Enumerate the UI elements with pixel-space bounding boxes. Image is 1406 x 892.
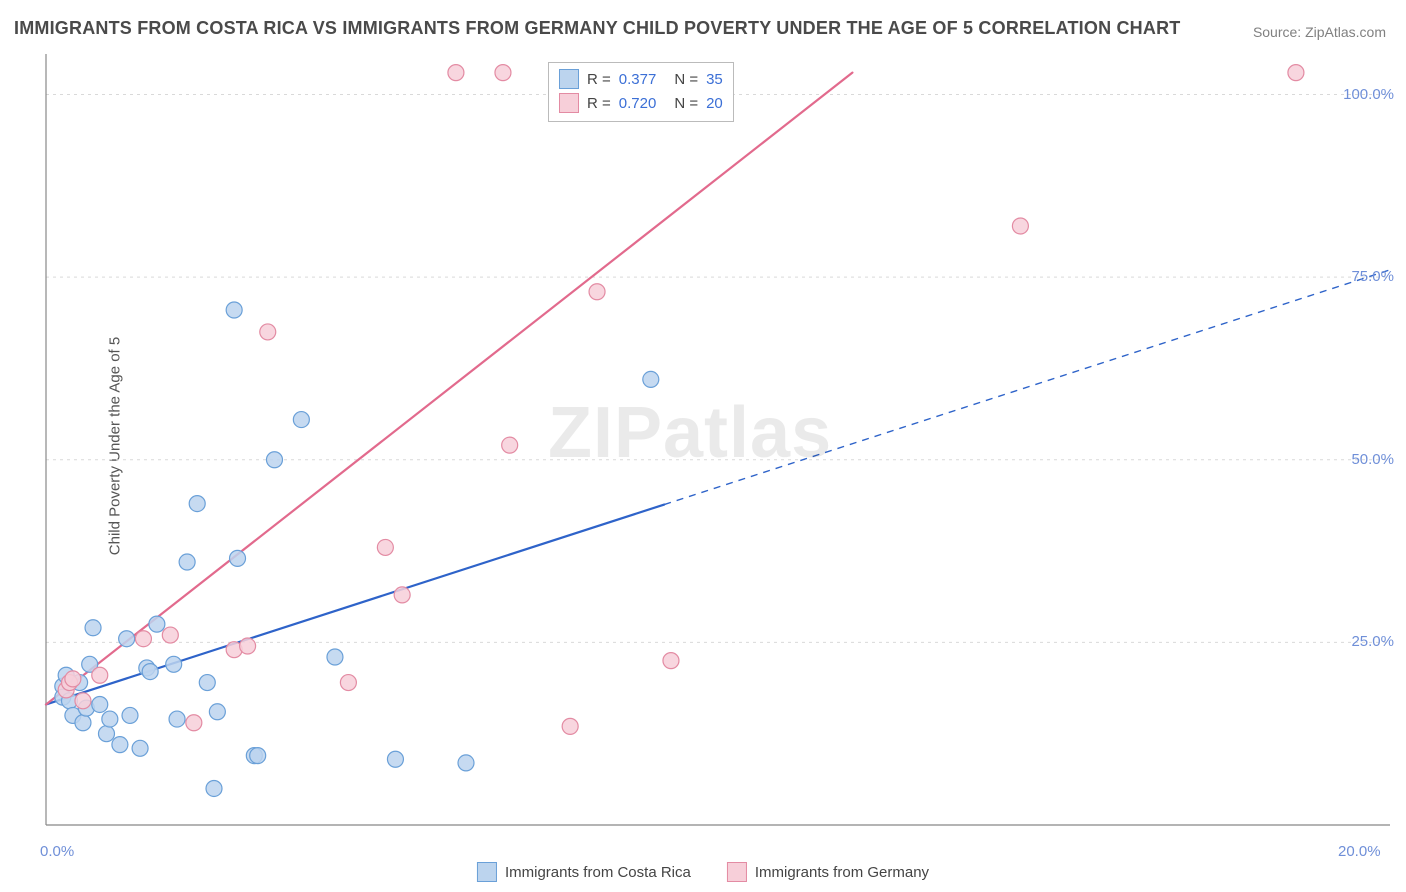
legend-label: Immigrants from Germany	[755, 864, 929, 881]
n-value: 20	[706, 95, 723, 112]
n-label: N =	[674, 95, 698, 112]
correlation-scatter-plot	[0, 0, 1406, 892]
legend-item: Immigrants from Costa Rica	[477, 862, 691, 882]
stat-legend-box: R = 0.377 N = 35 R = 0.720 N = 20	[548, 62, 734, 122]
x-tick-label: 20.0%	[1338, 843, 1381, 860]
stat-row: R = 0.377 N = 35	[559, 67, 723, 91]
y-tick-label: 25.0%	[1351, 633, 1394, 650]
series-legend: Immigrants from Costa Rica Immigrants fro…	[477, 862, 929, 882]
n-label: N =	[674, 71, 698, 88]
series-swatch	[559, 69, 579, 89]
y-tick-label: 75.0%	[1351, 268, 1394, 285]
series-swatch	[727, 862, 747, 882]
x-tick-label: 0.0%	[40, 843, 74, 860]
y-tick-label: 50.0%	[1351, 451, 1394, 468]
r-label: R =	[587, 95, 611, 112]
series-swatch	[559, 93, 579, 113]
legend-item: Immigrants from Germany	[727, 862, 929, 882]
r-value: 0.377	[619, 71, 657, 88]
legend-label: Immigrants from Costa Rica	[505, 864, 691, 881]
n-value: 35	[706, 71, 723, 88]
stat-row: R = 0.720 N = 20	[559, 91, 723, 115]
series-swatch	[477, 862, 497, 882]
y-tick-label: 100.0%	[1343, 86, 1394, 103]
r-label: R =	[587, 71, 611, 88]
r-value: 0.720	[619, 95, 657, 112]
